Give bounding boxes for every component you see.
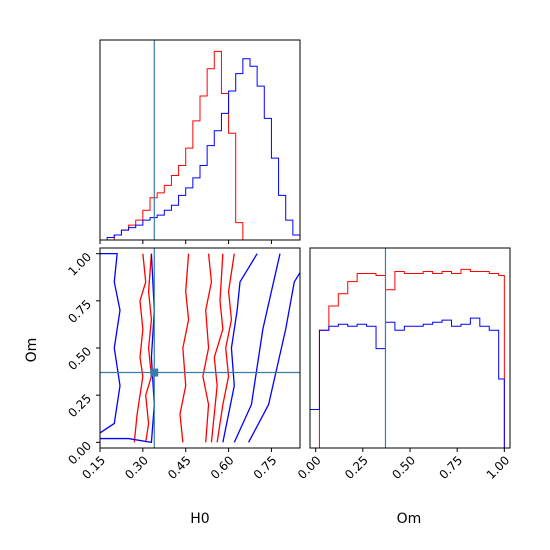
y-axis-label-om: Om (24, 338, 40, 363)
joint-x-tick-label-1: 0.30 (122, 453, 151, 482)
joint-y-tick-label-3: 0.75 (65, 297, 94, 326)
joint-y-tick-label-4: 1.00 (65, 250, 94, 279)
blue-contour-4 (247, 272, 300, 443)
om-hist-x-tick-label-3: 0.75 (436, 453, 465, 482)
om-histogram-panel: 0.00 0.25 0.50 0.75 1.00 (295, 247, 513, 482)
om-hist-blue-series (309, 317, 505, 448)
om-hist-x-tick-label-4: 1.00 (484, 453, 513, 482)
x-axis-label-om: Om (397, 511, 422, 527)
x-axis-label-h0: H0 (190, 511, 209, 527)
joint-x-tick-label-3: 0.60 (208, 453, 237, 482)
h0-hist-frame (99, 39, 301, 241)
joint-frame (99, 247, 301, 449)
om-hist-frame (309, 247, 511, 449)
om-hist-x-tick-label-0: 0.00 (295, 453, 324, 482)
joint-y-tick-label-1: 0.25 (65, 391, 94, 420)
red-contour-0 (133, 253, 147, 443)
om-hist-x-tick-label-1: 0.25 (342, 453, 371, 482)
om-hist-red-series (310, 268, 505, 449)
joint-truth-marker (150, 368, 159, 377)
blue-contour-1 (100, 253, 121, 434)
joint-x-tick-label-2: 0.45 (165, 453, 194, 482)
joint-contours (100, 253, 300, 444)
joint-y-tick-label-2: 0.50 (65, 344, 94, 373)
om-hist-x-tick-label-2: 0.50 (389, 453, 418, 482)
h0-histogram-panel (99, 39, 301, 244)
h0-hist-red-series (100, 50, 300, 241)
h0-hist-blue-series (100, 58, 301, 241)
red-contour-1 (145, 253, 153, 443)
joint-contour-panel: 0.15 0.30 0.45 0.60 0.750.000.250.500.751.00 (65, 247, 301, 482)
red-contour-5 (216, 253, 235, 443)
red-contour-2 (179, 253, 190, 443)
blue-contour-2 (222, 253, 258, 443)
red-contour-4 (210, 253, 224, 443)
blue-contour-3 (233, 253, 281, 443)
joint-x-tick-label-4: 0.75 (251, 453, 280, 482)
red-contour-3 (202, 253, 213, 443)
